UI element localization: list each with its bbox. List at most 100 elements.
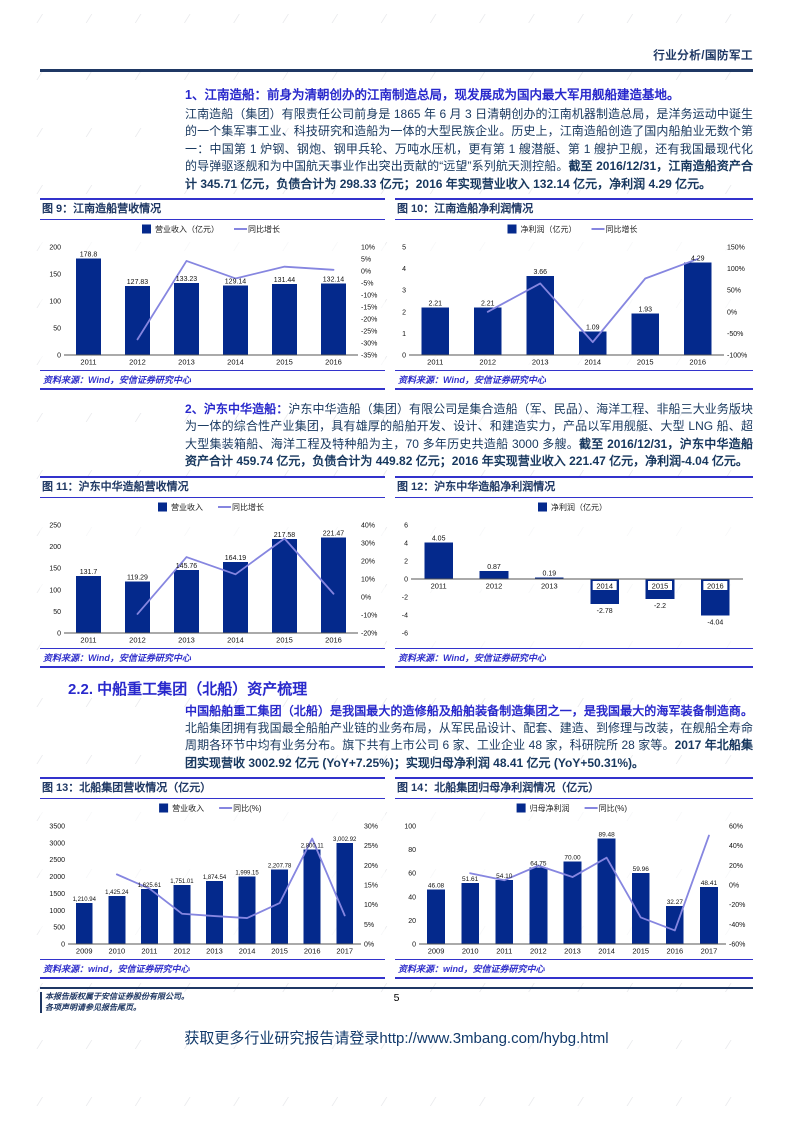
svg-text:20%: 20% xyxy=(364,863,378,870)
svg-text:100: 100 xyxy=(49,299,61,306)
svg-text:164.19: 164.19 xyxy=(225,555,247,562)
svg-text:2017: 2017 xyxy=(336,947,353,956)
svg-text:营业收入（亿元）: 营业收入（亿元） xyxy=(155,224,219,234)
svg-text:25%: 25% xyxy=(364,843,378,850)
svg-text:2014: 2014 xyxy=(596,581,613,590)
svg-text:150: 150 xyxy=(49,565,61,572)
svg-text:归母净利润: 归母净利润 xyxy=(530,803,570,813)
svg-text:119.29: 119.29 xyxy=(127,574,148,581)
figure-11-source: 资料来源：Wind，安信证券研究中心 xyxy=(40,647,385,668)
svg-text:营业收入: 营业收入 xyxy=(171,502,203,512)
svg-text:净利润（亿元）: 净利润（亿元） xyxy=(521,224,577,234)
svg-text:20: 20 xyxy=(408,918,416,925)
svg-text:10%: 10% xyxy=(364,902,378,909)
svg-text:2011: 2011 xyxy=(141,947,157,956)
figure-13-chart: 0 500 1000 1500 2000 2500 3000 3500 30% 25% 20% 15%… xyxy=(40,799,385,960)
svg-text:127.83: 127.83 xyxy=(127,279,149,286)
svg-text:178.8: 178.8 xyxy=(80,251,98,258)
svg-text:2000: 2000 xyxy=(49,874,65,881)
svg-text:1000: 1000 xyxy=(49,908,65,915)
figure-14: 图 14：北船集团归母净利润情况（亿元） 0 20 40 60 80 100 60% 40% 2… xyxy=(395,777,753,980)
svg-text:131.7: 131.7 xyxy=(80,569,98,576)
svg-text:4.05: 4.05 xyxy=(432,535,446,542)
svg-text:同比增长: 同比增长 xyxy=(232,502,264,512)
svg-text:89.48: 89.48 xyxy=(598,832,615,839)
svg-text:2013: 2013 xyxy=(178,358,195,367)
section1-financials-text: 截至 2016/12/31，江南造船资产合计 345.71 亿元，负债合计为 2… xyxy=(185,159,753,191)
footer-disclaimer: 本报告版权属于安信证券股份有限公司。 各项声明请参见报告尾页。 xyxy=(40,992,260,1014)
svg-text:5%: 5% xyxy=(361,257,371,264)
svg-text:-20%: -20% xyxy=(361,630,377,637)
figure-9-source: 资料来源：Wind，安信证券研究中心 xyxy=(40,370,385,391)
svg-text:0%: 0% xyxy=(727,309,737,316)
svg-text:0%: 0% xyxy=(361,594,371,601)
svg-text:-20%: -20% xyxy=(729,902,745,909)
svg-text:-35%: -35% xyxy=(361,353,377,360)
svg-text:2013: 2013 xyxy=(541,581,558,590)
svg-text:2015: 2015 xyxy=(637,358,654,367)
svg-text:0: 0 xyxy=(412,942,416,949)
svg-text:2016: 2016 xyxy=(304,947,321,956)
section2-body-text: 沪东中华造船（集团）有限公司是集合造船（军、民品）、海洋工程、非船三大业务版块为… xyxy=(185,402,753,451)
svg-text:2500: 2500 xyxy=(49,857,65,864)
svg-text:2016: 2016 xyxy=(666,947,683,956)
svg-text:3500: 3500 xyxy=(49,824,65,831)
section22-paragraph: 中国船舶重工集团（北船）是我国最大的造修船及船舶装备制造集团之一，是我国最大的海… xyxy=(185,703,753,773)
svg-text:150: 150 xyxy=(49,272,61,279)
svg-text:0: 0 xyxy=(404,576,408,583)
svg-text:3.66: 3.66 xyxy=(533,269,547,276)
svg-text:-10%: -10% xyxy=(361,612,377,619)
svg-text:100: 100 xyxy=(49,587,61,594)
svg-text:2011: 2011 xyxy=(431,581,447,590)
svg-text:100: 100 xyxy=(404,824,416,831)
svg-text:-2.2: -2.2 xyxy=(654,602,666,609)
figure-11-chart: 0 50 100 150 200 250 40% 30% 20% 10% 0% -10% -20% 201… xyxy=(40,497,385,648)
svg-text:50: 50 xyxy=(53,609,61,616)
svg-text:40%: 40% xyxy=(361,522,375,529)
figure-10: 图 10：江南造船净利润情况 0 1 2 3 4 5 150% 100% 50% 0% -50% -1… xyxy=(395,198,753,391)
section1-heading: 1、江南造船：前身为清朝创办的江南制造总局，现发展成为国内最大军用舰船建造基地。 xyxy=(185,88,680,102)
svg-text:0.87: 0.87 xyxy=(487,564,501,571)
svg-text:40: 40 xyxy=(408,895,416,902)
page-header: 行业分析/国防军工 xyxy=(40,46,753,64)
page-content: 行业分析/国防军工 1、江南造船：前身为清朝创办的江南制造总局，现发展成为国内最… xyxy=(40,46,753,1048)
svg-text:2014: 2014 xyxy=(584,358,601,367)
svg-text:同比增长: 同比增长 xyxy=(606,224,638,234)
svg-text:64.75: 64.75 xyxy=(530,861,547,868)
svg-text:2,207.78: 2,207.78 xyxy=(268,864,292,870)
svg-text:2013: 2013 xyxy=(564,947,581,956)
svg-text:-10%: -10% xyxy=(361,293,377,300)
svg-text:1500: 1500 xyxy=(49,891,65,898)
svg-text:2011: 2011 xyxy=(80,635,96,644)
svg-text:129.14: 129.14 xyxy=(225,278,247,285)
figure-12: 图 12：沪东中华造船净利润情况 6 4 2 0 -2 -4 -6 2011 2012 2013 2… xyxy=(395,475,753,668)
svg-text:1.93: 1.93 xyxy=(638,306,652,313)
svg-text:2017: 2017 xyxy=(701,947,718,956)
svg-text:217.58: 217.58 xyxy=(274,532,296,539)
svg-text:50%: 50% xyxy=(727,288,741,295)
section22-financials-text: 2017 年北船集团实现营收 3002.92 亿元 (YoY+7.25%)；实现… xyxy=(185,738,753,770)
section22-heading: 2.2. 中船重工集团（北船）资产梳理 xyxy=(68,680,308,698)
svg-text:1,425.24: 1,425.24 xyxy=(105,890,129,896)
section22-body-text: 北船集团拥有我国最全船舶产业链的业务布局，从军民品设计、配套、建造、到修理与改装… xyxy=(185,721,753,753)
svg-text:60: 60 xyxy=(408,871,416,878)
report-download-link[interactable]: 获取更多行业研究报告请登录http://www.3mbang.com/hybg.… xyxy=(184,1030,609,1048)
svg-text:100%: 100% xyxy=(727,266,745,273)
svg-text:2014: 2014 xyxy=(227,358,244,367)
figure-11: 图 11：沪东中华造船营收情况 0 50 100 150 200 250 40% 30% 20%… xyxy=(40,475,385,668)
svg-text:2015: 2015 xyxy=(632,947,649,956)
svg-text:131.44: 131.44 xyxy=(274,277,296,284)
svg-text:5: 5 xyxy=(402,245,406,252)
svg-text:2010: 2010 xyxy=(462,947,479,956)
svg-text:59.96: 59.96 xyxy=(633,867,650,874)
figure-10-source: 资料来源：Wind，安信证券研究中心 xyxy=(395,370,753,391)
svg-text:0.19: 0.19 xyxy=(543,570,557,577)
section2-financials-text: 截至 2016/12/31，沪东中华造船资产合计 459.74 亿元，负债合计为… xyxy=(185,436,753,469)
figure-12-source: 资料来源：Wind，安信证券研究中心 xyxy=(395,647,753,668)
svg-text:40%: 40% xyxy=(729,843,743,850)
footer-rule xyxy=(40,987,753,990)
svg-text:2015: 2015 xyxy=(271,947,288,956)
svg-text:1: 1 xyxy=(402,331,406,338)
svg-text:2009: 2009 xyxy=(428,947,445,956)
svg-text:54.10: 54.10 xyxy=(496,873,513,880)
